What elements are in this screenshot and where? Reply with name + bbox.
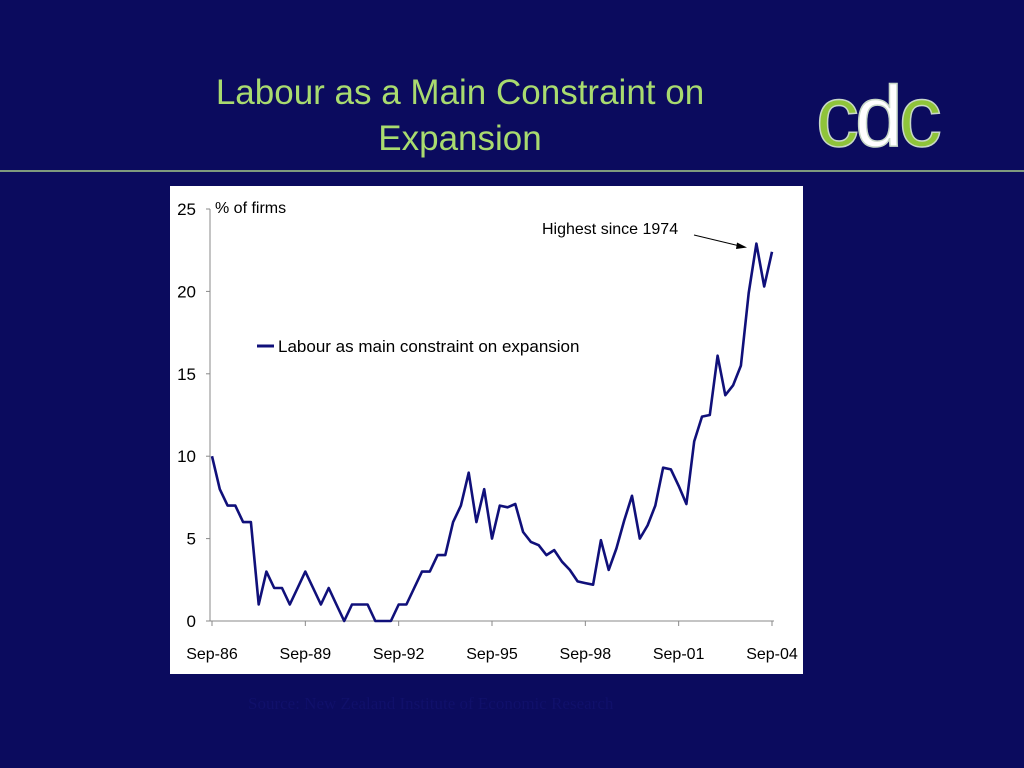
y-axis-label: % of firms	[215, 200, 286, 217]
annotation: Highest since 1974	[542, 221, 747, 249]
annotation-arrowhead	[736, 242, 747, 249]
line-chart: 0 5 10 15 20 25 Sep-86 Sep-89 Sep-92 Sep-95 Sep-9…	[177, 200, 798, 663]
x-tick-label: Sep-98	[560, 646, 612, 663]
y-tick-label: 10	[177, 447, 196, 466]
y-axis-ticks: 0 5 10 15 20 25	[177, 200, 210, 631]
logo-letter: c	[899, 69, 940, 160]
source-note: Source: New Zealand Institute of Economi…	[248, 694, 614, 713]
y-tick-label: 5	[187, 530, 196, 549]
x-tick-label: Sep-04	[746, 646, 798, 663]
logo-letter: c	[816, 69, 857, 160]
series-line-labour	[210, 242, 774, 623]
x-tick-label: Sep-92	[373, 646, 425, 663]
legend: Labour as main constraint on expansion	[257, 337, 579, 356]
title-divider	[0, 170, 1024, 172]
x-tick-label: Sep-95	[466, 646, 518, 663]
cdc-logo: cdc	[815, 68, 944, 160]
annotation-text: Highest since 1974	[542, 221, 678, 238]
slide-title-line1: Labour as a Main Constraint on	[215, 73, 705, 112]
slide-title: Labour as a Main Constraint on Expansion	[150, 70, 770, 162]
chart-axes	[209, 209, 774, 622]
x-tick-label: Sep-86	[186, 646, 238, 663]
svg-text:cdc: cdc	[816, 69, 940, 160]
y-tick-label: 0	[187, 612, 196, 631]
x-axis-ticks: Sep-86 Sep-89 Sep-92 Sep-95 Sep-98 Sep-01 Sep-…	[186, 621, 798, 663]
x-tick-label: Sep-89	[280, 646, 332, 663]
logo-letter: d	[855, 69, 899, 160]
x-tick-label: Sep-01	[653, 646, 705, 663]
annotation-arrow	[693, 234, 745, 248]
y-tick-label: 25	[177, 200, 196, 219]
y-tick-label: 20	[177, 282, 196, 301]
y-tick-label: 15	[177, 365, 196, 384]
legend-label: Labour as main constraint on expansion	[278, 337, 579, 356]
slide-title-line2: Expansion	[378, 119, 542, 158]
chart-panel: 0 5 10 15 20 25 Sep-86 Sep-89 Sep-92 Sep-95 Sep-9…	[170, 186, 803, 674]
